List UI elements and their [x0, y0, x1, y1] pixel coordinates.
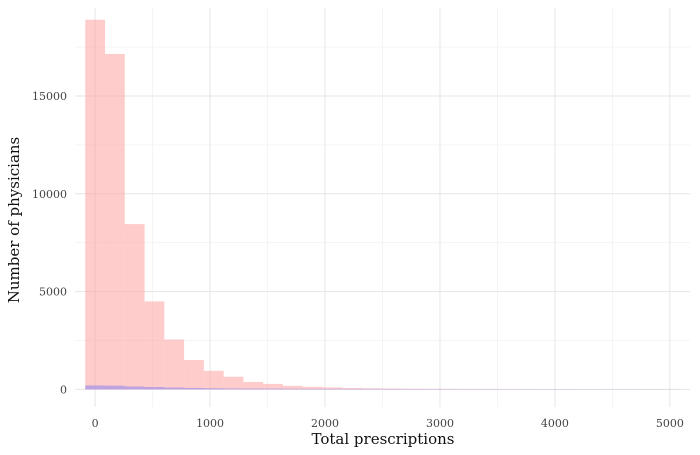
- series-1-bars: [85, 385, 679, 390]
- histogram-bar: [302, 388, 323, 390]
- x-tick-label: 5000: [656, 417, 684, 430]
- y-tick-label: 0: [60, 383, 67, 396]
- histogram-bar: [144, 301, 165, 390]
- x-axis-title: Total prescriptions: [312, 430, 455, 448]
- histogram-bar: [124, 224, 145, 390]
- histogram-bar: [243, 381, 264, 390]
- histogram-bar: [223, 376, 244, 390]
- x-tick-label: 4000: [541, 417, 569, 430]
- histogram-bar: [282, 385, 303, 390]
- histogram-bar: [362, 388, 382, 390]
- histogram-bar: [203, 388, 224, 390]
- x-axis-ticks: 0 1000 2000 3000 4000 5000: [92, 417, 684, 430]
- histogram-bar: [124, 386, 145, 390]
- x-tick-label: 1000: [196, 417, 224, 430]
- histogram-bar: [243, 388, 264, 390]
- y-axis-title: Number of physicians: [5, 137, 23, 304]
- histogram-bar: [322, 388, 343, 390]
- histogram-bar: [164, 339, 185, 390]
- x-tick-label: 2000: [311, 417, 339, 430]
- histogram-bar: [85, 385, 106, 390]
- histogram-bar: [322, 387, 343, 390]
- histogram-bar: [263, 388, 283, 390]
- histogram-bar: [223, 388, 244, 390]
- histogram-bar: [85, 19, 106, 390]
- histogram-bar: [263, 383, 283, 390]
- x-tick-label: 3000: [426, 417, 454, 430]
- histogram-bar: [302, 386, 323, 390]
- y-tick-label: 15000: [32, 90, 67, 103]
- histogram-bar: [184, 387, 204, 390]
- histogram-bar: [184, 360, 204, 390]
- y-tick-label: 5000: [39, 286, 67, 299]
- histogram-bar: [164, 387, 185, 390]
- histogram-bar: [105, 385, 125, 390]
- histogram-bar: [362, 388, 382, 390]
- histogram-bar: [144, 387, 165, 390]
- series-0-bars: [85, 19, 679, 390]
- x-tick-label: 0: [92, 417, 99, 430]
- y-axis-ticks: 0 5000 10000 15000: [32, 90, 67, 396]
- histogram-bar: [342, 388, 363, 390]
- y-tick-label: 10000: [32, 188, 67, 201]
- histogram-bar: [203, 370, 224, 390]
- histogram-bar: [342, 388, 363, 390]
- histogram-bar: [282, 388, 303, 390]
- histogram-bar: [105, 53, 125, 390]
